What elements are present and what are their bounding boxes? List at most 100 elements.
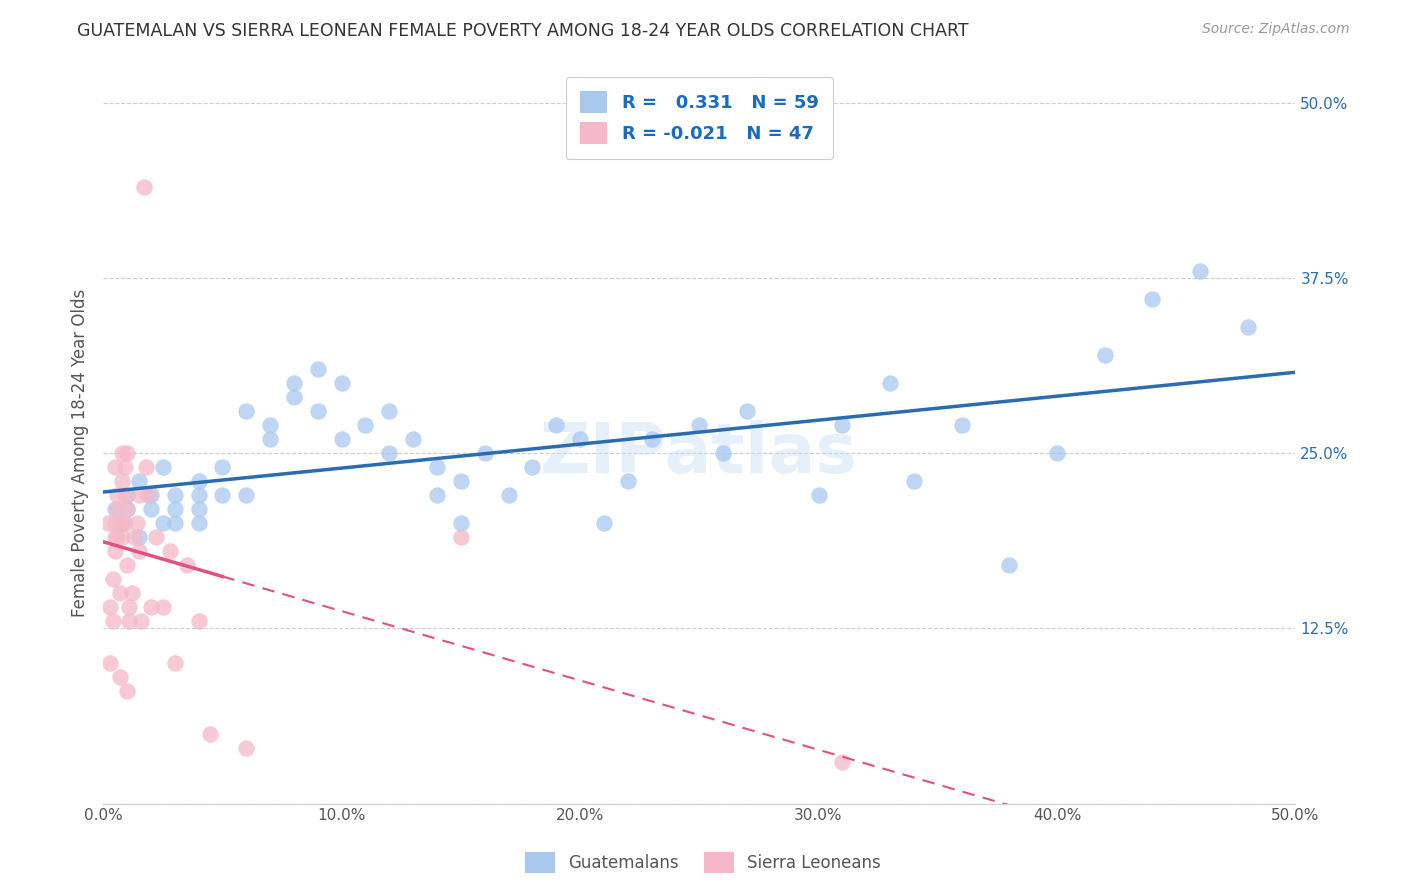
Point [107, 530, 129, 544]
Point [200, 726, 222, 740]
Point [235, 740, 257, 755]
Point [330, 376, 353, 390]
Point [115, 488, 138, 502]
Point [593, 516, 616, 531]
Point [111, 516, 134, 531]
Point [163, 488, 186, 502]
Point [114, 516, 136, 531]
Point [111, 446, 134, 460]
Point [98, 657, 121, 671]
Point [107, 502, 129, 516]
Point [163, 516, 186, 531]
Point [104, 544, 127, 558]
Point [139, 502, 162, 516]
Point [114, 488, 136, 502]
Point [118, 600, 141, 615]
Point [121, 586, 143, 600]
Point [108, 670, 131, 684]
Point [108, 586, 131, 600]
Point [187, 488, 209, 502]
Point [159, 544, 181, 558]
Point [211, 460, 233, 475]
Point [998, 558, 1021, 573]
Legend: Guatemalans, Sierra Leoneans: Guatemalans, Sierra Leoneans [519, 846, 887, 880]
Point [132, 179, 155, 194]
Point [104, 502, 127, 516]
Point [187, 502, 209, 516]
Point [450, 474, 472, 488]
Point [135, 460, 157, 475]
Point [128, 544, 150, 558]
Point [98, 600, 121, 615]
Point [688, 418, 710, 433]
Point [114, 460, 136, 475]
Point [378, 404, 401, 418]
Point [831, 418, 853, 433]
Point [879, 376, 901, 390]
Point [138, 488, 160, 502]
Point [831, 755, 853, 769]
Point [152, 600, 174, 615]
Point [176, 558, 198, 573]
Point [474, 446, 496, 460]
Point [152, 460, 174, 475]
Point [97, 516, 120, 531]
Point [115, 502, 138, 516]
Point [283, 390, 305, 404]
Point [163, 502, 186, 516]
Point [107, 488, 129, 502]
Point [235, 404, 257, 418]
Point [115, 558, 138, 573]
Point [950, 418, 973, 433]
Point [118, 615, 141, 629]
Point [115, 684, 138, 698]
Text: ZIPatlas: ZIPatlas [540, 420, 858, 487]
Point [735, 404, 758, 418]
Point [498, 488, 520, 502]
Point [402, 432, 425, 446]
Point [1236, 320, 1258, 334]
Point [187, 516, 209, 531]
Point [111, 530, 134, 544]
Point [139, 600, 162, 615]
Point [426, 460, 449, 475]
Point [903, 474, 925, 488]
Point [1094, 348, 1116, 362]
Point [152, 516, 174, 531]
Point [354, 418, 377, 433]
Point [139, 488, 162, 502]
Point [104, 530, 127, 544]
Point [111, 474, 134, 488]
Point [307, 362, 329, 376]
Point [128, 530, 150, 544]
Point [522, 460, 544, 475]
Point [115, 446, 138, 460]
Point [283, 376, 305, 390]
Y-axis label: Female Poverty Among 18-24 Year Olds: Female Poverty Among 18-24 Year Olds [72, 289, 89, 617]
Point [259, 418, 281, 433]
Point [128, 474, 150, 488]
Point [450, 530, 472, 544]
Point [711, 446, 734, 460]
Point [187, 615, 209, 629]
Point [1142, 292, 1164, 306]
Point [426, 488, 449, 502]
Point [129, 615, 152, 629]
Point [546, 418, 568, 433]
Point [235, 488, 257, 502]
Point [378, 446, 401, 460]
Point [101, 615, 124, 629]
Point [450, 516, 472, 531]
Point [125, 516, 148, 531]
Point [104, 516, 127, 531]
Point [108, 516, 131, 531]
Text: GUATEMALAN VS SIERRA LEONEAN FEMALE POVERTY AMONG 18-24 YEAR OLDS CORRELATION CH: GUATEMALAN VS SIERRA LEONEAN FEMALE POVE… [77, 22, 969, 40]
Point [569, 432, 592, 446]
Point [163, 657, 186, 671]
Point [101, 572, 124, 586]
Point [640, 432, 662, 446]
Legend: R =   0.331   N = 59, R = -0.021   N = 47: R = 0.331 N = 59, R = -0.021 N = 47 [565, 77, 832, 159]
Point [128, 488, 150, 502]
Text: Source: ZipAtlas.com: Source: ZipAtlas.com [1202, 22, 1350, 37]
Point [211, 488, 233, 502]
